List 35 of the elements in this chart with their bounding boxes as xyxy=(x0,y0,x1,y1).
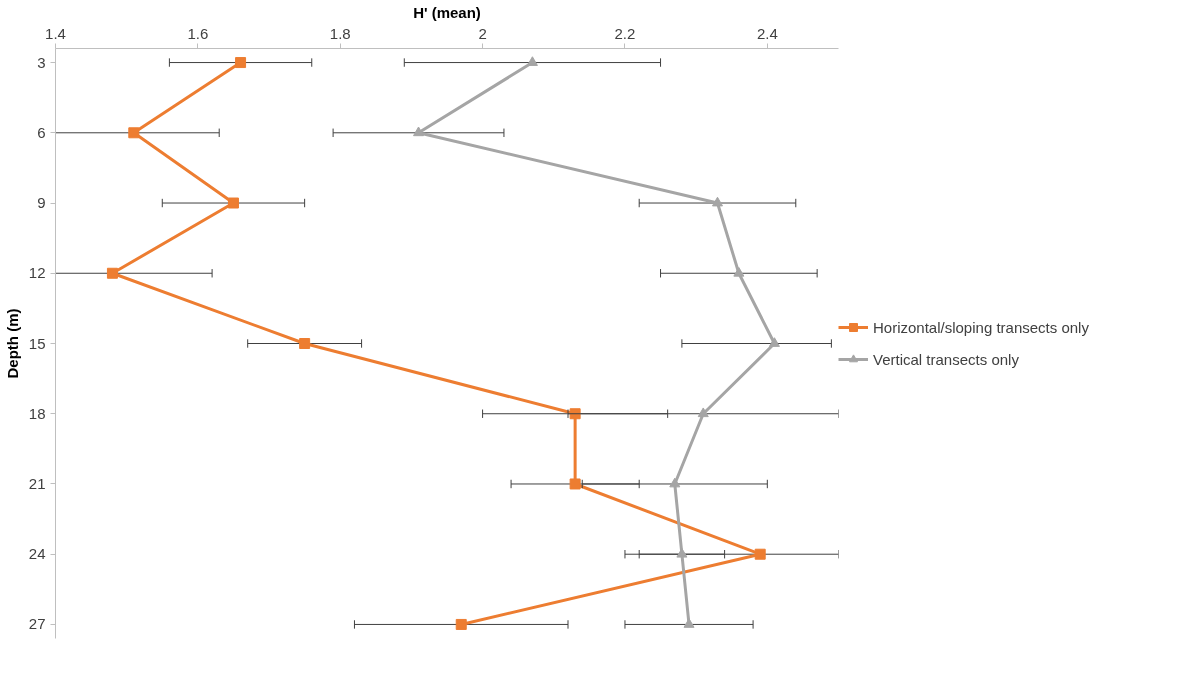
y-tick-label: 15 xyxy=(28,334,46,352)
point xyxy=(235,57,247,69)
x-tick-label: 1.4 xyxy=(45,24,66,42)
x-tick-label: 2 xyxy=(478,24,487,42)
y-tick-label: 6 xyxy=(37,123,46,141)
point xyxy=(697,407,709,418)
y-tick-label: 21 xyxy=(28,474,46,492)
x-tick-label: 2.4 xyxy=(756,24,778,42)
x-axis-title: H' (mean) xyxy=(413,3,481,21)
y-tick-label: 27 xyxy=(28,615,46,633)
point xyxy=(569,478,581,490)
point xyxy=(569,408,581,420)
point xyxy=(106,267,118,279)
legend-label: Vertical transects only xyxy=(873,350,1019,368)
point xyxy=(768,337,780,347)
point xyxy=(455,618,467,630)
y-tick-label: 9 xyxy=(37,194,46,212)
point xyxy=(413,126,425,137)
point xyxy=(711,196,723,207)
x-tick-label: 1.8 xyxy=(329,24,351,42)
x-tick-label: 1.6 xyxy=(187,24,209,42)
point xyxy=(669,477,681,488)
y-tick-label: 3 xyxy=(37,53,46,71)
point xyxy=(754,548,766,560)
point xyxy=(128,127,140,139)
point xyxy=(676,547,688,558)
point xyxy=(227,197,239,209)
y-tick-label: 12 xyxy=(28,264,46,282)
point xyxy=(733,266,745,277)
y-axis-title: Depth (m) xyxy=(3,308,21,379)
y-tick-label: 24 xyxy=(28,545,46,563)
x-tick-label: 2.2 xyxy=(614,24,636,42)
y-tick-label: 18 xyxy=(28,404,46,422)
point xyxy=(299,338,311,349)
legend-label: Horizontal/sloping transects only xyxy=(873,318,1089,336)
